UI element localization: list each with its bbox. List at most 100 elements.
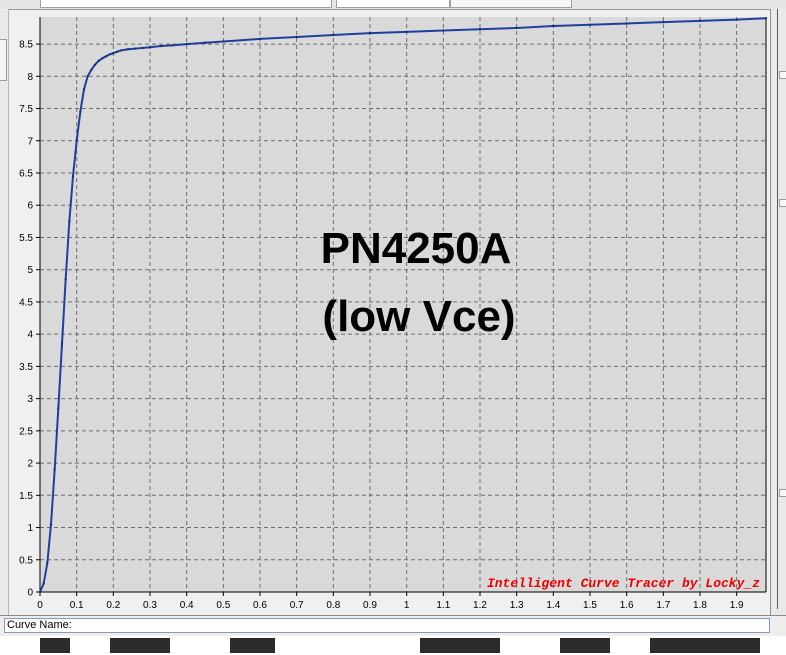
x-tick-label: 1.9: [730, 600, 744, 611]
curve-point: [170, 44, 174, 47]
curve-point: [112, 51, 115, 55]
y-tick-label: 8.5: [19, 40, 33, 51]
y-tick-label: 1: [27, 523, 33, 534]
x-tick-label: 0.9: [363, 600, 377, 611]
y-tick-label: 4.5: [19, 297, 33, 308]
curve-point: [478, 28, 482, 31]
curve-point: [68, 220, 71, 223]
annotation-subtitle: (low Vce): [322, 292, 515, 341]
y-tick-label: 6: [27, 201, 33, 212]
curve-point: [625, 22, 628, 25]
watermark-text: Intelligent Curve Tracer by Locky_z: [487, 576, 760, 591]
curve-point: [368, 32, 372, 35]
curve-point: [101, 57, 104, 60]
x-tick-label: 0.6: [253, 600, 267, 611]
curve-point: [258, 37, 262, 41]
curve-point: [79, 110, 82, 113]
curve-point: [119, 49, 122, 52]
curve-point: [90, 68, 93, 71]
left-panel-tab: [0, 39, 7, 81]
curve-point: [134, 47, 137, 50]
y-tick-label: 5.5: [19, 233, 33, 244]
y-tick-label: 4: [27, 330, 33, 341]
x-tick-label: 0: [37, 600, 43, 611]
status-bar: Curve Name:: [0, 615, 786, 636]
curve-name-field[interactable]: Curve Name:: [4, 618, 770, 633]
right-panel-border: [777, 9, 778, 609]
curve-point: [42, 582, 45, 585]
right-panel-marker: [779, 71, 786, 79]
y-tick-label: 3: [27, 394, 33, 405]
y-tick-label: 5: [27, 265, 33, 276]
background-shape: [650, 638, 760, 653]
curve-point: [38, 590, 42, 594]
y-tick-label: 3.5: [19, 362, 33, 373]
curve-point: [93, 63, 97, 66]
y-tick-label: 1.5: [19, 491, 33, 502]
y-tick-label: 7: [27, 136, 33, 147]
right-panel-marker: [779, 489, 786, 497]
x-tick-label: 1.3: [510, 600, 524, 611]
x-tick-label: 1: [404, 600, 410, 611]
background-shape: [110, 638, 170, 653]
curve-point: [46, 561, 49, 565]
x-tick-label: 1.5: [583, 600, 597, 611]
x-tick-label: 0.2: [106, 600, 120, 611]
x-tick-label: 0.3: [143, 600, 157, 611]
curve-point: [588, 23, 592, 26]
curve-point: [86, 75, 89, 78]
curve-point: [552, 24, 555, 28]
x-tick-label: 1.2: [473, 600, 487, 611]
curve-point: [515, 26, 518, 30]
curve-point: [662, 21, 665, 24]
curve-name-label: Curve Name:: [7, 619, 72, 631]
left-panel-edge: [0, 9, 9, 615]
curve-point: [104, 55, 108, 58]
x-tick-label: 1.6: [620, 600, 634, 611]
x-tick-label: 0.4: [180, 600, 194, 611]
right-panel-marker: [779, 199, 786, 207]
top-toolbar-segment: [336, 0, 450, 8]
curve-point: [108, 53, 111, 56]
x-tick-label: 0.8: [326, 600, 340, 611]
curve-point: [57, 407, 60, 410]
curve-point: [49, 523, 53, 526]
curve-point: [148, 46, 152, 49]
curve-point: [405, 30, 408, 33]
curve-point: [222, 40, 225, 43]
x-tick-label: 1.8: [693, 600, 707, 611]
curve-point: [97, 59, 100, 62]
top-toolbar-segment: [40, 0, 332, 8]
y-tick-label: 0.5: [19, 555, 33, 566]
y-tick-label: 2: [27, 459, 33, 470]
annotation-title: PN4250A: [321, 224, 512, 273]
curve-point: [115, 50, 119, 53]
x-tick-label: 0.7: [290, 600, 304, 611]
x-tick-label: 0.5: [216, 600, 230, 611]
curve-point: [159, 44, 163, 48]
y-tick-label: 7.5: [19, 104, 33, 115]
plot-background: [40, 17, 766, 592]
curve-point: [75, 139, 78, 142]
curve-point: [64, 278, 67, 281]
curve-point: [82, 88, 86, 91]
curve-point: [764, 17, 768, 20]
curve-point: [698, 19, 702, 22]
curve-point: [203, 41, 207, 44]
x-tick-label: 0.1: [70, 600, 84, 611]
background-shape: [420, 638, 500, 653]
curve-point: [442, 29, 445, 32]
right-panel-edge: [770, 9, 786, 655]
chart-area: 0 0.1 0.2 0.3 0.4 0.5 0.6 0.7 0.8 0.9 1 1.1 1.2 1.3 1.…: [8, 9, 770, 615]
background-shape: [40, 638, 70, 653]
x-tick-label: 1.1: [436, 600, 450, 611]
y-tick-label: 6.5: [19, 168, 33, 179]
y-tick-label: 2.5: [19, 426, 33, 437]
x-tick-label: 1.7: [656, 600, 670, 611]
curve-point: [332, 33, 335, 37]
background-shape: [560, 638, 610, 653]
background-shape: [230, 638, 275, 653]
curve-point: [295, 35, 298, 39]
curve-point: [141, 46, 144, 50]
y-tick-label: 8: [27, 72, 33, 83]
